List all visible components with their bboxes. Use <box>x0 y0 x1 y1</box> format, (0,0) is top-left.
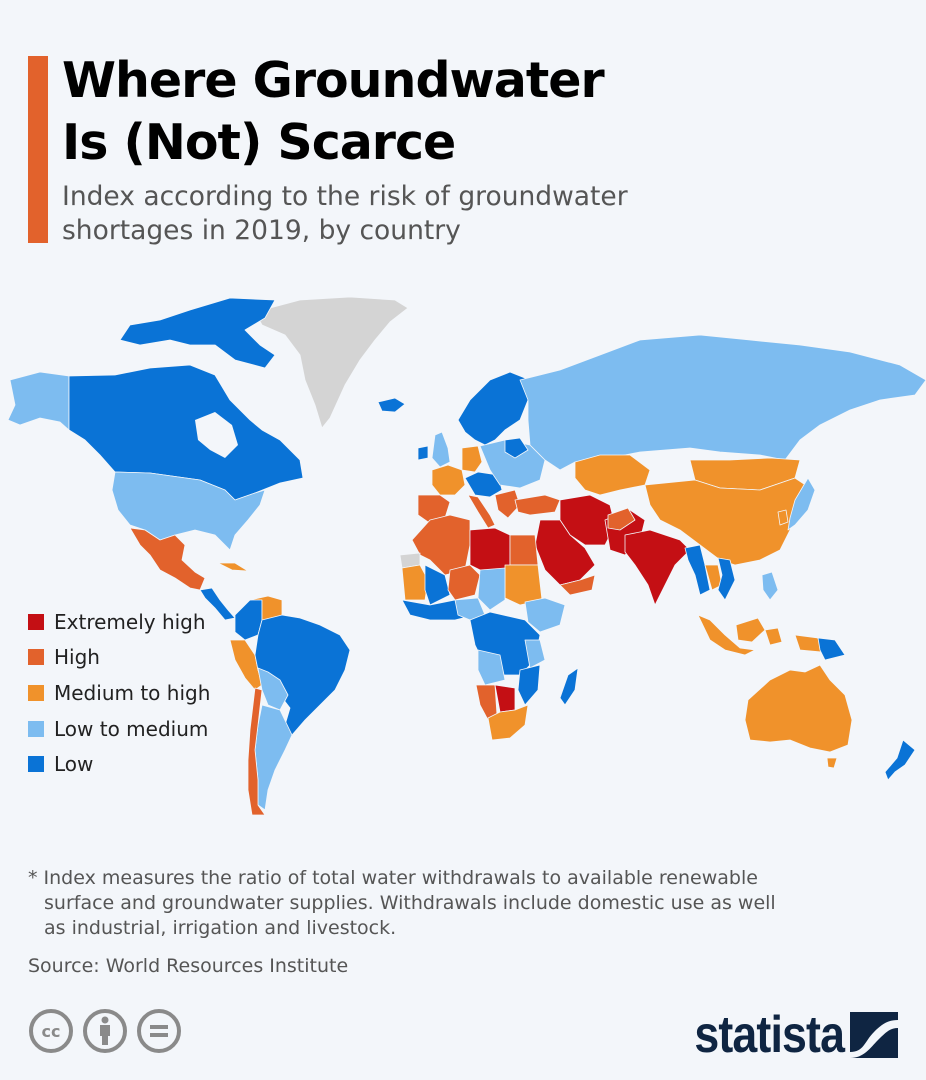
region-iceland <box>377 397 406 413</box>
region-belarus <box>504 437 529 459</box>
region-vietnam <box>717 557 736 601</box>
region-canada <box>68 364 304 501</box>
swatch-medium-to-high <box>28 684 44 701</box>
subtitle-line-1: Index according to the risk of groundwat… <box>62 181 628 212</box>
region-south-africa <box>487 704 529 741</box>
region-papua-indonesia <box>794 634 823 653</box>
region-uk <box>431 431 451 468</box>
swatch-high <box>28 649 44 666</box>
attribution-person-icon[interactable] <box>82 1008 128 1054</box>
water-hudson-bay <box>195 412 238 458</box>
region-chad <box>477 567 506 611</box>
region-mozambique <box>517 664 541 706</box>
legend-label: Low to medium <box>54 716 209 741</box>
region-mexico <box>129 527 206 591</box>
region-philippines <box>761 571 779 601</box>
title-line-1: Where Groundwater <box>62 52 605 109</box>
swatch-extremely-high <box>28 613 44 630</box>
region-bolivia <box>257 667 289 711</box>
region-botswana <box>494 684 516 713</box>
world-map <box>7 296 926 816</box>
region-italy <box>467 494 496 529</box>
legend-item-low-to-medium: Low to medium <box>28 711 210 747</box>
region-egypt <box>509 534 539 566</box>
region-tanzania <box>524 639 546 669</box>
title-accent-bar <box>28 56 48 243</box>
region-usa <box>111 471 266 551</box>
statista-mark-icon <box>850 1012 898 1058</box>
license-icons[interactable]: cc <box>28 1008 182 1054</box>
region-india <box>624 529 691 606</box>
region-indonesia <box>697 614 756 656</box>
region-papua-new-guinea <box>817 637 846 661</box>
swatch-low <box>28 756 44 773</box>
page-title: Where Groundwater Is (Not) Scarce <box>62 50 605 174</box>
legend-item-medium-to-high: Medium to high <box>28 675 210 711</box>
region-greenland <box>254 296 409 429</box>
legend-item-extremely-high: Extremely high <box>28 604 210 640</box>
region-niger <box>447 564 481 601</box>
region-germany <box>461 445 483 473</box>
region-balkans <box>494 489 521 519</box>
region-chile <box>247 687 266 816</box>
footnote-line-1: * Index measures the ratio of total wate… <box>28 867 758 889</box>
legend-label: Low <box>54 752 94 777</box>
legend-label: High <box>54 645 100 670</box>
brand-wordmark: statista <box>694 1006 845 1064</box>
legend: Extremely high High Medium to high Low t… <box>28 604 210 782</box>
swatch-low-to-medium <box>28 720 44 737</box>
region-angola <box>477 649 506 686</box>
region-china <box>644 477 811 566</box>
svg-text:cc: cc <box>42 1022 61 1041</box>
region-cuba <box>217 562 249 572</box>
region-tasmania <box>826 757 838 769</box>
title-line-2: Is (Not) Scarce <box>62 114 456 171</box>
region-france <box>431 464 466 496</box>
region-japan <box>787 477 816 531</box>
region-scandinavia <box>457 371 529 446</box>
region-central-europe <box>464 471 503 498</box>
region-australia <box>744 664 853 753</box>
region-turkey <box>514 494 561 516</box>
region-afghanistan <box>607 507 636 531</box>
no-derivatives-equals-icon[interactable] <box>136 1008 182 1054</box>
source-note: Source: World Resources Institute <box>28 955 349 977</box>
region-sudan <box>504 564 543 606</box>
legend-label: Medium to high <box>54 680 211 705</box>
region-ethiopia <box>524 597 566 633</box>
subtitle: Index according to the risk of groundwat… <box>62 180 628 248</box>
region-mali <box>424 564 451 606</box>
region-myanmar <box>684 544 711 596</box>
region-morocco-algeria <box>411 514 471 576</box>
legend-item-high: High <box>28 640 210 676</box>
region-yemen <box>559 574 596 596</box>
region-alaska <box>7 371 70 431</box>
region-borneo <box>735 617 766 643</box>
footnote-line-3: as industrial, irrigation and livestock. <box>44 917 397 939</box>
region-saudi-arabia <box>534 519 596 586</box>
region-new-zealand <box>884 739 916 781</box>
statista-logo[interactable]: statista <box>670 1005 898 1065</box>
region-madagascar <box>559 667 579 706</box>
legend-item-low: Low <box>28 746 210 782</box>
region-ireland <box>417 445 429 461</box>
footnote-line-2: surface and groundwater supplies. Withdr… <box>44 892 776 914</box>
creative-commons-icon[interactable]: cc <box>28 1008 74 1054</box>
region-mauritania <box>401 564 429 601</box>
subtitle-line-2: shortages in 2019, by country <box>62 215 461 246</box>
region-kazakhstan <box>574 454 651 496</box>
region-south-korea <box>777 509 789 526</box>
footnote: * Index measures the ratio of total wate… <box>28 866 908 941</box>
region-sulawesi <box>764 627 783 646</box>
region-canada-arctic <box>119 297 276 369</box>
legend-label: Extremely high <box>54 609 206 634</box>
region-russia <box>519 334 926 471</box>
